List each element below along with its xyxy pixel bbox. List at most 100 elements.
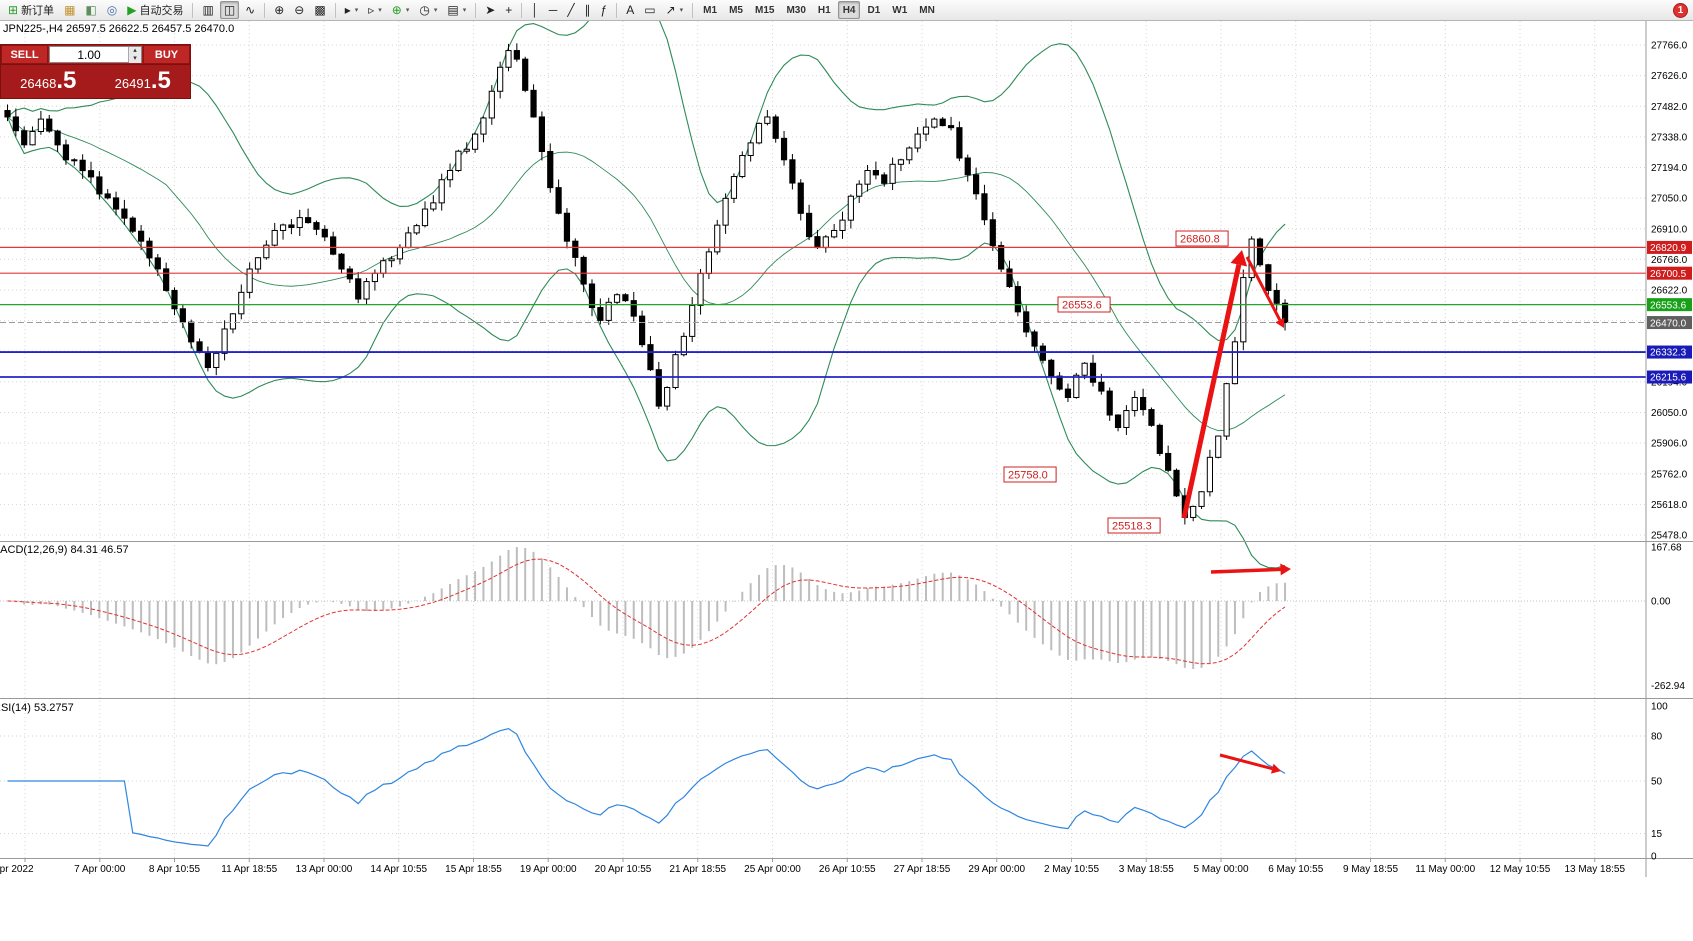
svg-text:26820.9: 26820.9 xyxy=(1650,243,1687,254)
timeframe-w1-button[interactable]: W1 xyxy=(887,1,912,19)
indicator-titles: MACD(12,26,9) 84.31 46.57 RSI(14) 53.2757 xyxy=(0,544,129,714)
buy-price-frac: .5 xyxy=(150,67,171,94)
indicators-icon: ⊕ xyxy=(391,3,402,17)
svg-text:25762.0: 25762.0 xyxy=(1651,469,1688,480)
candlestick-chart-button[interactable]: ◫ xyxy=(219,1,240,19)
svg-text:167.68: 167.68 xyxy=(1651,543,1682,554)
price-text-label[interactable]: 26860.8 xyxy=(1175,230,1229,247)
timeframe-h4-button[interactable]: H4 xyxy=(837,1,861,19)
lot-stepper[interactable]: ▴ ▾ xyxy=(128,47,141,63)
trend-up-arrow[interactable] xyxy=(1181,250,1248,519)
rsi-pane xyxy=(7,728,1286,847)
autotrading-button[interactable]: ▶ 自动交易 xyxy=(123,1,187,19)
trendline-button[interactable]: ╱ xyxy=(563,1,578,19)
svg-text:21 Apr 18:55: 21 Apr 18:55 xyxy=(669,864,726,875)
sell-price-frac: .5 xyxy=(56,67,77,94)
bar-chart-button[interactable]: ▥ xyxy=(198,1,217,19)
candlestick-icon: ◫ xyxy=(223,3,236,17)
buy-price[interactable]: 26491.5 xyxy=(96,65,191,98)
timeframe-m5-button[interactable]: M5 xyxy=(724,1,748,19)
svg-text:26553.6: 26553.6 xyxy=(1650,300,1687,311)
fibonacci-button[interactable]: ƒ xyxy=(597,1,612,19)
chart-shift-button[interactable]: ▹ ▾ xyxy=(364,1,386,19)
svg-text:27050.0: 27050.0 xyxy=(1651,194,1688,205)
resistance-line-1-tag: 26820.9 xyxy=(1647,240,1692,254)
svg-text:26700.5: 26700.5 xyxy=(1650,269,1687,280)
candles xyxy=(4,43,1289,525)
navigator-button[interactable]: ◎ xyxy=(103,1,121,19)
notification-badge[interactable]: 1 xyxy=(1673,3,1688,18)
svg-text:27766.0: 27766.0 xyxy=(1651,41,1688,52)
pullback-arrow[interactable] xyxy=(1245,256,1285,328)
zoom-in-button[interactable]: ⊕ xyxy=(270,1,288,19)
support-line-green-tag: 26553.6 xyxy=(1647,298,1692,311)
svg-text:25906.0: 25906.0 xyxy=(1651,439,1688,450)
caret-up-icon[interactable]: ▴ xyxy=(129,47,141,55)
timeframe-m15-button[interactable]: M15 xyxy=(750,1,779,19)
timeframe-d1-button-label: D1 xyxy=(867,4,881,16)
lot-size-field[interactable]: 1.00 ▴ ▾ xyxy=(49,46,142,63)
text-label-button[interactable]: ▭ xyxy=(640,1,659,19)
auto-scroll-button[interactable]: ▸ ▾ xyxy=(341,1,363,19)
svg-text:0.00: 0.00 xyxy=(1651,597,1671,608)
line-chart-button[interactable]: ∿ xyxy=(241,1,259,19)
autotrading-button-label: 自动交易 xyxy=(139,5,184,17)
market-watch-button[interactable]: ▦ xyxy=(60,1,79,19)
horizontal-line-button[interactable]: ─ xyxy=(545,1,562,19)
zoom-in-icon: ⊕ xyxy=(274,3,285,17)
new-order-button[interactable]: ⊞ 新订单 xyxy=(4,1,58,19)
timeframe-h1-button[interactable]: H1 xyxy=(813,1,836,19)
templates-button[interactable]: ▤ ▾ xyxy=(443,1,470,19)
vertical-line-button[interactable]: │ xyxy=(527,1,543,19)
timeframe-m30-button[interactable]: M30 xyxy=(781,1,810,19)
text-label-icon: ▭ xyxy=(644,3,656,17)
crosshair-button[interactable]: + xyxy=(501,1,516,19)
macd-arrow[interactable] xyxy=(1210,563,1291,576)
timeframe-mn-button[interactable]: MN xyxy=(914,1,940,19)
timeframe-m5-button-label: M5 xyxy=(729,4,743,16)
channel-button[interactable]: ∥ xyxy=(581,1,595,19)
price-text-label[interactable]: 25518.3 xyxy=(1107,517,1161,534)
buy-price-main: 26491 xyxy=(114,76,151,91)
text-button[interactable]: A xyxy=(622,1,638,19)
sell-button[interactable]: SELL xyxy=(1,45,48,64)
chevron-down-icon: ▾ xyxy=(405,7,410,14)
zoom-out-button[interactable]: ⊖ xyxy=(290,1,308,19)
svg-text:26 Apr 10:55: 26 Apr 10:55 xyxy=(819,864,876,875)
timeframe-h1-button-label: H1 xyxy=(817,4,831,16)
svg-text:26215.6: 26215.6 xyxy=(1650,373,1687,384)
data-window-button[interactable]: ◧ xyxy=(81,1,100,19)
svg-text:25618.0: 25618.0 xyxy=(1651,500,1688,511)
rsi-arrow[interactable] xyxy=(1219,753,1281,774)
timeframe-m1-button[interactable]: M1 xyxy=(698,1,722,19)
price-text-label[interactable]: 26553.6 xyxy=(1057,296,1111,313)
toolbar-separator xyxy=(334,2,336,18)
buy-button[interactable]: BUY xyxy=(143,45,190,64)
arrows-button[interactable]: ↗ ▾ xyxy=(662,1,688,19)
timeframe-d1-button[interactable]: D1 xyxy=(862,1,885,19)
lot-value[interactable]: 1.00 xyxy=(77,48,101,62)
svg-text:27626.0: 27626.0 xyxy=(1651,71,1688,82)
chevron-down-icon: ▾ xyxy=(433,7,438,14)
chevron-down-icon: ▾ xyxy=(679,7,684,14)
price-text-label[interactable]: 25758.0 xyxy=(1003,466,1057,483)
svg-text:14 Apr 10:55: 14 Apr 10:55 xyxy=(370,864,427,875)
indicators-button[interactable]: ⊕ ▾ xyxy=(388,1,414,19)
caret-down-icon[interactable]: ▾ xyxy=(129,55,141,63)
periods-button[interactable]: ◷ ▾ xyxy=(415,1,441,19)
svg-text:0: 0 xyxy=(1651,852,1657,863)
annotations[interactable]: 26860.8 26553.6 25758.0 25518.3 xyxy=(1003,230,1291,774)
resistance-line-2-tag: 26700.5 xyxy=(1647,266,1692,280)
svg-text:13 Apr 00:00: 13 Apr 00:00 xyxy=(296,864,353,875)
cursor-button[interactable]: ➤ xyxy=(481,1,499,19)
tile-windows-button[interactable]: ▩ xyxy=(310,1,329,19)
svg-text:25 Apr 00:00: 25 Apr 00:00 xyxy=(744,864,801,875)
navigator-icon: ◎ xyxy=(106,3,118,17)
sell-price[interactable]: 26468.5 xyxy=(1,65,96,98)
horizontal-lines[interactable] xyxy=(0,246,1646,378)
svg-text:12 May 10:55: 12 May 10:55 xyxy=(1490,864,1551,875)
toolbar-separator xyxy=(192,2,194,18)
templates-icon: ▤ xyxy=(447,3,459,17)
toolbar-separator xyxy=(616,2,618,18)
one-click-trading-panel: SELL 1.00 ▴ ▾ BUY 26468.5 26491.5 xyxy=(0,44,191,99)
